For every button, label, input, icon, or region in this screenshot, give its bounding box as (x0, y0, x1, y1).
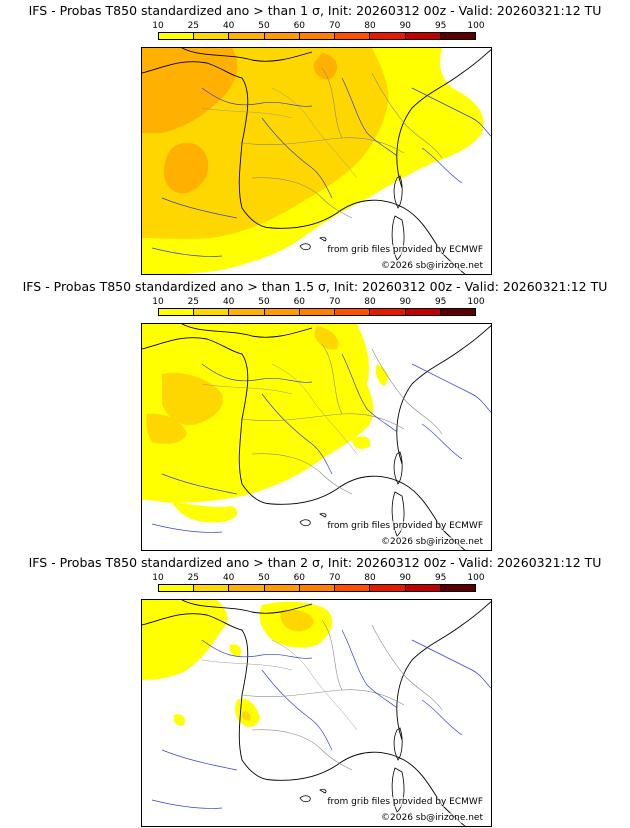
panel-title: IFS - Probas T850 standardized ano > tha… (28, 555, 602, 570)
panel-3: IFS - Probas T850 standardized ano > tha… (0, 552, 630, 828)
colorbar-swatch (335, 33, 371, 39)
probability-map: from grib files provided by ECMWF ©2026 … (141, 599, 492, 827)
colorbar-swatch (159, 309, 195, 315)
colorbar-tick: 10 (152, 297, 164, 307)
colorbar-tick: 90 (399, 573, 412, 583)
colorbar-tick: 10 (152, 21, 164, 31)
colorbar-swatch (370, 309, 406, 315)
colorbar-tick: 95 (434, 297, 447, 307)
colorbar-tick: 25 (187, 297, 200, 307)
colorbar-tick: 90 (399, 21, 412, 31)
copyright-credit: ©2026 sb@irizone.net (379, 813, 485, 823)
copyright-credit: ©2026 sb@irizone.net (379, 537, 485, 547)
colorbar-swatch (229, 33, 265, 39)
colorbar-swatch (194, 309, 230, 315)
colorbar-swatch (405, 585, 441, 591)
colorbar-tick: 70 (328, 21, 341, 31)
colorbar-swatch (440, 309, 475, 315)
colorbar-swatch (264, 33, 300, 39)
colorbar-swatch (405, 33, 441, 39)
colorbar-tick: 10 (152, 573, 164, 583)
colorbar-tick: 70 (328, 573, 341, 583)
colorbar-tick: 100 (467, 21, 485, 31)
colorbar-swatch (194, 33, 230, 39)
colorbar-tick: 60 (293, 21, 306, 31)
panel-title: IFS - Probas T850 standardized ano > tha… (28, 3, 602, 18)
colorbar-tick: 90 (399, 297, 412, 307)
colorbar-swatch (405, 309, 441, 315)
colorbar-tick: 95 (434, 21, 447, 31)
colorbar-tick: 100 (467, 297, 485, 307)
colorbar-swatch (264, 585, 300, 591)
colorbar-tick: 100 (467, 573, 485, 583)
prob-area-10 (142, 324, 374, 503)
colorbar-swatch (440, 585, 475, 591)
colorbar-tick: 60 (293, 573, 306, 583)
panel-1: IFS - Probas T850 standardized ano > tha… (0, 0, 630, 276)
colorbar-swatch (335, 585, 371, 591)
colorbar-swatch (159, 33, 195, 39)
colorbar-swatch (229, 585, 265, 591)
source-credit: from grib files provided by ECMWF (325, 245, 485, 255)
prob-area-40 (142, 48, 238, 133)
panel-2: IFS - Probas T850 standardized ano > tha… (0, 276, 630, 552)
colorbar-swatch (335, 309, 371, 315)
colorbar-tick: 40 (222, 573, 235, 583)
colorbar-labels: 10 25 40 50 60 70 80 90 95 100 (152, 297, 484, 308)
colorbar-swatch (299, 309, 336, 315)
colorbar-tick: 95 (434, 573, 447, 583)
colorbar-tick: 50 (258, 297, 270, 307)
colorbar-swatch (299, 585, 336, 591)
prob-area-25 (280, 609, 314, 632)
colorbar-tick: 80 (364, 297, 376, 307)
source-credit: from grib files provided by ECMWF (325, 521, 485, 531)
colorbar-swatch (299, 33, 336, 39)
colorbar-tick: 40 (222, 297, 235, 307)
colorbar-swatch (264, 309, 300, 315)
colorbar (158, 584, 476, 592)
colorbar-tick: 80 (364, 573, 376, 583)
colorbar-tick: 25 (187, 21, 200, 31)
colorbar-swatch (159, 585, 195, 591)
colorbar-labels: 10 25 40 50 60 70 80 90 95 100 (152, 573, 484, 584)
colorbar-tick: 80 (364, 21, 376, 31)
colorbar-tick: 50 (258, 573, 270, 583)
colorbar-swatch (194, 585, 230, 591)
colorbar-swatch (229, 309, 265, 315)
colorbar-tick: 50 (258, 21, 270, 31)
prob-area-25 (162, 372, 223, 425)
colorbar-labels: 10 25 40 50 60 70 80 90 95 100 (152, 21, 484, 32)
prob-area-10 (142, 600, 228, 680)
colorbar-swatch (440, 33, 475, 39)
probability-map: from grib files provided by ECMWF ©2026 … (141, 47, 492, 275)
source-credit: from grib files provided by ECMWF (325, 797, 485, 807)
colorbar-tick: 60 (293, 297, 306, 307)
copyright-credit: ©2026 sb@irizone.net (379, 261, 485, 271)
colorbar-tick: 40 (222, 21, 235, 31)
colorbar-swatch (370, 33, 406, 39)
colorbar (158, 32, 476, 40)
colorbar-tick: 70 (328, 297, 341, 307)
colorbar-swatch (370, 585, 406, 591)
colorbar-tick: 25 (187, 573, 200, 583)
panel-title: IFS - Probas T850 standardized ano > tha… (22, 279, 608, 294)
colorbar (158, 308, 476, 316)
probability-map: from grib files provided by ECMWF ©2026 … (141, 323, 492, 551)
